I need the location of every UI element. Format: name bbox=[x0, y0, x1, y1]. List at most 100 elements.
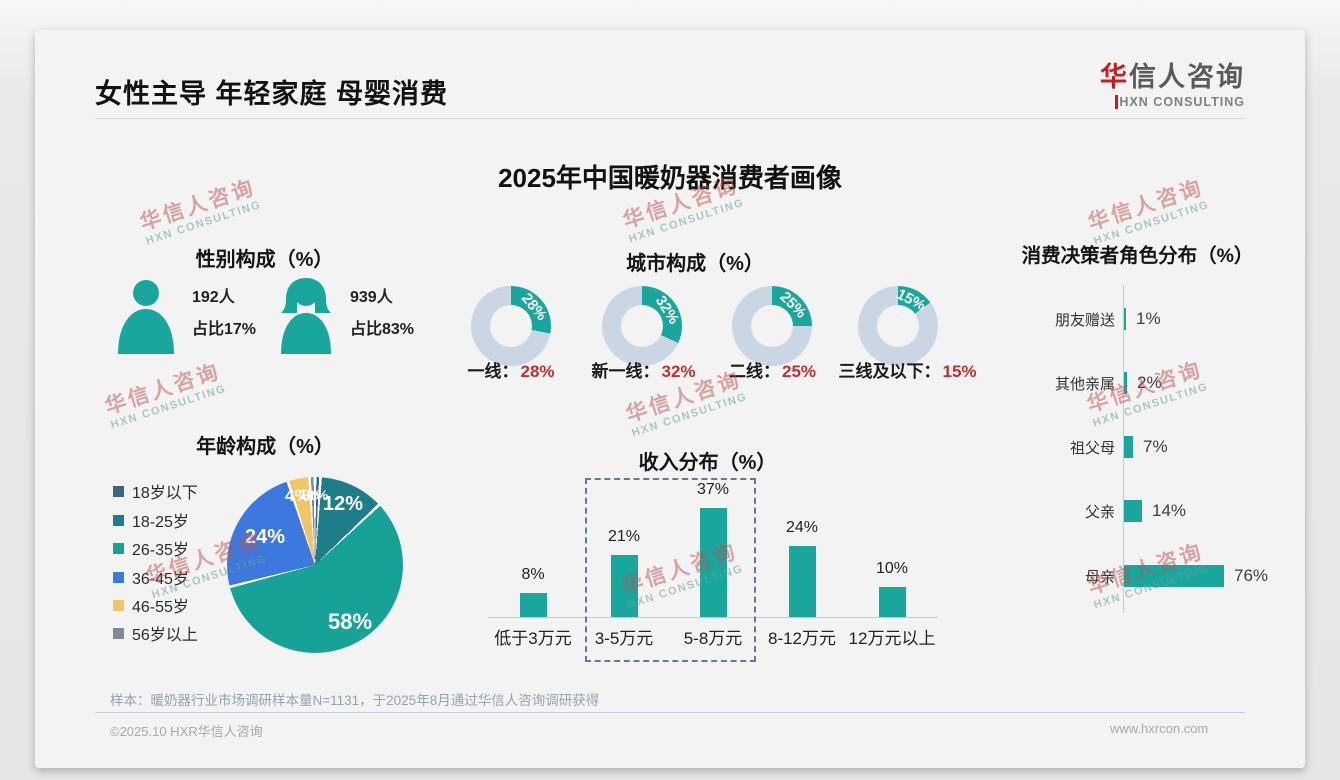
city-caption: 二线： 25% bbox=[728, 362, 817, 381]
income-value: 21% bbox=[607, 528, 641, 545]
decision-bar bbox=[1124, 308, 1126, 330]
income-bar bbox=[788, 546, 816, 617]
legend-item: 46-55岁 bbox=[113, 596, 189, 616]
legend-item: 36-45岁 bbox=[113, 568, 189, 588]
income-highlight-box bbox=[585, 478, 756, 662]
decision-value: 2% bbox=[1137, 373, 1162, 392]
female-count: 939人 bbox=[350, 289, 393, 306]
donut-chart-tier2: 25% bbox=[732, 286, 812, 366]
decision-axis bbox=[1123, 285, 1124, 613]
decision-value: 14% bbox=[1152, 501, 1187, 520]
income-category: 3-5万元 bbox=[594, 629, 654, 648]
decision-category: 其他亲属 bbox=[1054, 376, 1115, 393]
donut-chart-tier1: 28% bbox=[471, 286, 551, 366]
income-bar bbox=[610, 555, 638, 617]
header-divider bbox=[95, 118, 1245, 119]
female-user-icon bbox=[281, 278, 331, 354]
donut-hole bbox=[490, 305, 532, 347]
male-user-icon bbox=[118, 280, 174, 354]
main-title: 2025年中国暖奶器消费者画像 bbox=[498, 163, 842, 193]
income-value: 10% bbox=[875, 560, 909, 577]
decision-row: 1% bbox=[1124, 308, 1161, 330]
sample-note: 样本：暖奶器行业市场调研样本量N=1131，于2025年8月通过华信人咨询调研获… bbox=[110, 693, 600, 708]
legend-label: 18岁以下 bbox=[132, 485, 198, 502]
age-pie-chart bbox=[227, 477, 403, 653]
legend-swatch bbox=[113, 485, 124, 497]
male-count: 192人 bbox=[192, 289, 235, 306]
city-caption: 三线及以下： 15% bbox=[838, 362, 977, 381]
decision-row: 14% bbox=[1124, 500, 1186, 522]
income-column: 10% bbox=[852, 462, 932, 617]
decision-bar bbox=[1124, 372, 1127, 394]
age-section-title: 年龄构成（%） bbox=[196, 436, 334, 458]
legend-item: 18-25岁 bbox=[113, 511, 189, 531]
slide-card bbox=[35, 30, 1305, 768]
decision-bar bbox=[1124, 565, 1224, 587]
donut-hole bbox=[751, 305, 793, 347]
decision-value: 1% bbox=[1136, 309, 1161, 328]
legend-label: 36-45岁 bbox=[132, 571, 189, 588]
decision-value: 7% bbox=[1143, 437, 1168, 456]
decision-bar bbox=[1124, 436, 1133, 458]
pie-label: 1% bbox=[308, 487, 329, 503]
decision-row: 76% bbox=[1124, 565, 1268, 587]
income-column: 37% bbox=[673, 462, 753, 617]
city-section-title: 城市构成（%） bbox=[626, 253, 764, 275]
decision-row: 7% bbox=[1124, 436, 1168, 458]
legend-item: 56岁以上 bbox=[113, 624, 198, 644]
decision-section-title: 消费决策者角色分布（%） bbox=[1021, 245, 1254, 267]
legend-swatch bbox=[113, 599, 124, 611]
legend-item: 26-35岁 bbox=[113, 539, 189, 559]
income-section-title: 收入分布（%） bbox=[638, 452, 777, 474]
decision-value: 76% bbox=[1234, 566, 1269, 585]
brand-logo-cn: 华信人咨询 bbox=[1100, 62, 1245, 92]
income-value: 37% bbox=[696, 481, 730, 498]
income-column: 8% bbox=[493, 462, 573, 617]
decision-category: 母亲 bbox=[1084, 569, 1115, 586]
legend-item: 18岁以下 bbox=[113, 482, 198, 502]
city-caption: 一线： 28% bbox=[467, 362, 555, 381]
legend-label: 56岁以上 bbox=[132, 627, 198, 644]
income-category: 低于3万元 bbox=[494, 629, 572, 648]
decision-category: 祖父母 bbox=[1069, 440, 1115, 457]
pie-label: 24% bbox=[245, 526, 286, 548]
pie-label: 1% bbox=[299, 486, 320, 502]
male-share: 占比17% bbox=[192, 321, 257, 338]
income-value: 8% bbox=[521, 566, 545, 583]
website-text: www.hxrcon.com bbox=[1110, 721, 1209, 736]
legend-swatch bbox=[113, 627, 124, 639]
pie-label: 12% bbox=[323, 493, 364, 515]
legend-label: 26-35岁 bbox=[132, 542, 189, 559]
decision-bar bbox=[1124, 500, 1142, 522]
income-category: 8-12万元 bbox=[767, 629, 837, 648]
brand-logo-en: HXN CONSULTING bbox=[1020, 94, 1245, 110]
decision-category: 父亲 bbox=[1084, 504, 1115, 521]
income-value: 24% bbox=[785, 519, 819, 536]
gender-section-title: 性别构成（%） bbox=[195, 249, 334, 271]
donut-chart-new-tier1: 32% bbox=[602, 286, 682, 366]
legend-label: 46-55岁 bbox=[132, 599, 189, 616]
income-column: 24% bbox=[762, 462, 842, 617]
legend-swatch bbox=[113, 542, 124, 554]
donut-hole bbox=[877, 305, 919, 347]
donut-chart-tier3-below: 15% bbox=[858, 285, 938, 366]
legend-swatch bbox=[113, 571, 124, 583]
pie-label: 58% bbox=[328, 609, 373, 634]
income-bar bbox=[878, 587, 906, 617]
income-bar bbox=[699, 508, 727, 617]
copyright-text: ©2025.10 HXR华信人咨询 bbox=[110, 724, 263, 739]
brand-logo: 华信人咨询 HXN CONSULTING bbox=[1020, 62, 1245, 110]
decision-row: 2% bbox=[1124, 372, 1162, 394]
decision-category: 朋友赠送 bbox=[1054, 312, 1115, 329]
income-category: 12万元以上 bbox=[848, 629, 936, 648]
income-baseline bbox=[488, 617, 938, 618]
income-category: 5-8万元 bbox=[683, 629, 743, 648]
pie-label: 4% bbox=[285, 486, 310, 505]
legend-label: 18-25岁 bbox=[132, 514, 189, 531]
income-column: 21% bbox=[584, 462, 664, 617]
page-title: 女性主导 年轻家庭 母婴消费 bbox=[95, 79, 449, 109]
footer-divider bbox=[95, 712, 1245, 713]
donut-hole bbox=[621, 305, 663, 347]
income-bar bbox=[519, 593, 547, 617]
